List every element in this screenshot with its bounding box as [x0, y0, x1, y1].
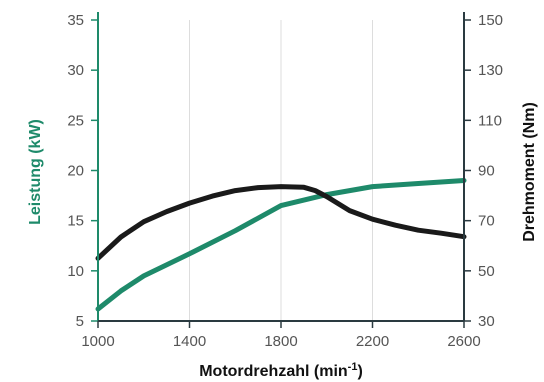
x-tick-label-2600: 2600 [447, 333, 480, 350]
x-axis-title-superscript: -1 [348, 361, 358, 373]
y-right-tick-label-90: 90 [478, 163, 495, 180]
y-left-tick-label-35: 35 [67, 12, 84, 29]
y-left-tick-label-25: 25 [67, 112, 84, 129]
series-line-leistung [95, 178, 467, 312]
ticks-layer: 5 10 15 20 25 30 35 30 50 70 90 110 130 150 1000 1400 18… [67, 12, 503, 350]
x-axis-title: Motordrehzahl (min-1) [199, 361, 363, 380]
x-tick-label-1000: 1000 [81, 333, 114, 350]
y-axis-right-title: Drehmoment (Nm) [521, 102, 538, 242]
series-layer [95, 178, 467, 312]
y-right-tick-label-110: 110 [478, 112, 502, 129]
grid [189, 20, 373, 321]
x-tick-label-1800: 1800 [264, 333, 297, 350]
y-right-tick-label-50: 50 [478, 263, 495, 280]
y-axis-left-title: Leistung (kW) [27, 119, 44, 225]
y-right-tick-label-30: 30 [478, 313, 495, 330]
y-left-tick-label-15: 15 [67, 213, 84, 230]
x-axis-title-text: Motordrehzahl (min [199, 363, 347, 380]
y-left-tick-label-20: 20 [67, 163, 84, 180]
y-right-tick-label-150: 150 [478, 12, 503, 29]
y-left-tick-label-5: 5 [76, 313, 84, 330]
y-right-tick-label-130: 130 [478, 62, 503, 79]
x-axis-title-end: ) [357, 363, 362, 380]
y-right-tick-label-70: 70 [478, 213, 495, 230]
y-left-tick-label-10: 10 [67, 263, 84, 280]
y-left-tick-label-30: 30 [67, 62, 84, 79]
x-tick-label-1400: 1400 [173, 333, 206, 350]
x-tick-label-2200: 2200 [356, 333, 389, 350]
series-line-drehmoment [95, 184, 467, 261]
